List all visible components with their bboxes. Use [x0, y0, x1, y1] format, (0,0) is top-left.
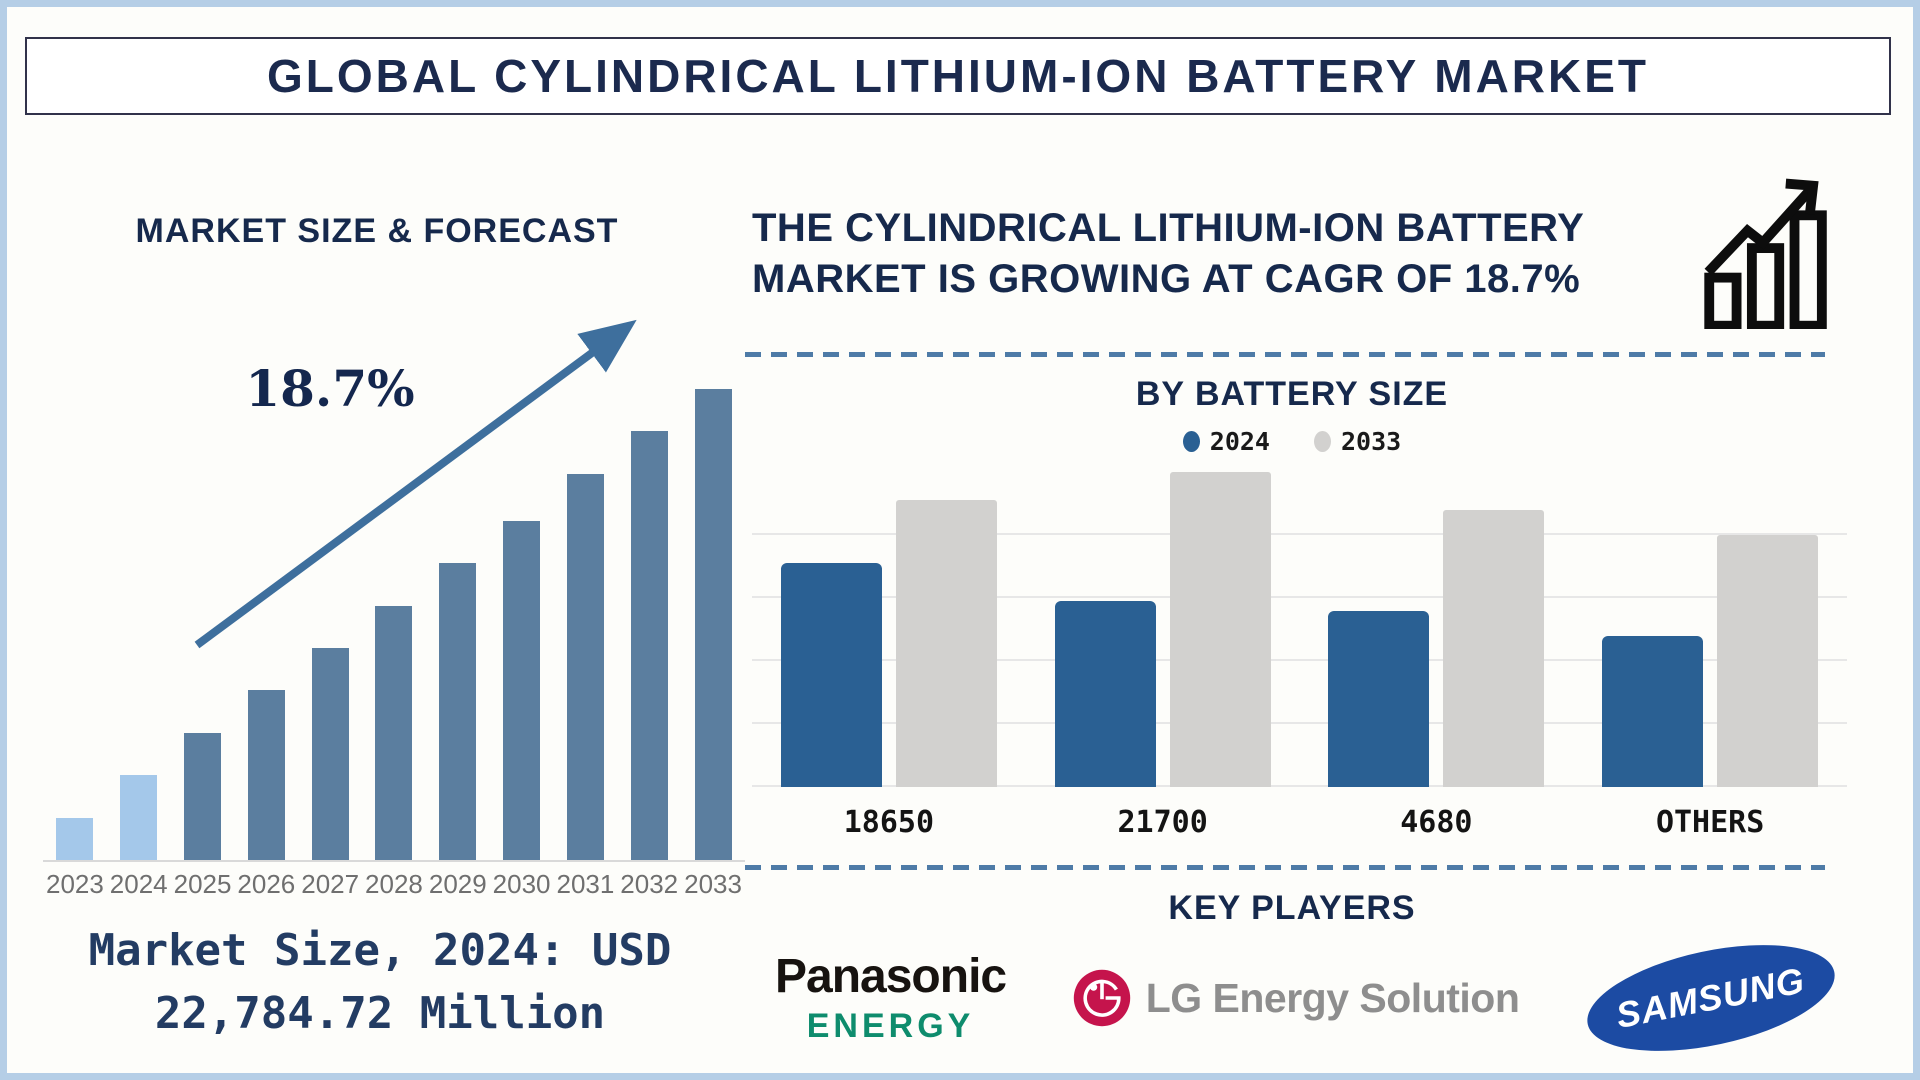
bar-column-2029	[426, 389, 490, 860]
year-label-2033: 2033	[684, 869, 742, 899]
cagr-headline-line2: MARKET IS GROWING AT CAGR OF 18.7%	[752, 257, 1581, 301]
page-title: GLOBAL CYLINDRICAL LITHIUM-ION BATTERY M…	[266, 50, 1650, 102]
samsung-wordmark: SAMSUNG	[1613, 959, 1809, 1036]
legend-label-2033: 2033	[1341, 427, 1402, 456]
bar-others-2024	[1602, 636, 1704, 787]
year-label-2028: 2028	[365, 869, 423, 899]
bar-2030	[503, 521, 541, 860]
bar-others-2033	[1717, 535, 1819, 787]
bar-18650-2033	[895, 500, 997, 787]
bar-2026	[247, 690, 285, 860]
year-label-2026: 2026	[237, 869, 296, 899]
lg-symbol-icon	[1073, 969, 1130, 1027]
year-label-2032: 2032	[620, 869, 679, 899]
bar-2023	[56, 818, 94, 860]
category-label-4680: 4680	[1400, 805, 1473, 840]
market-size-note-line2: 22,784.72 Million	[154, 988, 606, 1039]
market-size-bars	[43, 389, 745, 860]
bar-column-2030	[490, 389, 554, 860]
panasonic-energy-wordmark: ENERGY	[806, 1007, 975, 1045]
category-label-18650: 18650	[843, 805, 935, 840]
cagr-value-label: 18.7%	[245, 359, 415, 418]
market-size-note-line1: Market Size, 2024: USD	[88, 925, 672, 976]
panasonic-energy-logo: Panasonic ENERGY	[775, 950, 1007, 1045]
year-axis-labels: 2023 2024 2025 2026 2027 2028 2029 2030 2031 2032…	[43, 869, 745, 900]
battery-size-bar-chart	[752, 472, 1847, 787]
bar-chart-growth-icon	[1704, 178, 1827, 329]
market-size-note: Market Size, 2024: USD 22,784.72 Million	[23, 919, 737, 1045]
bar-column-2027	[298, 389, 362, 860]
battery-size-bar-groups	[752, 472, 1847, 787]
bar-group-others	[1602, 472, 1819, 787]
bar-group-18650	[780, 472, 997, 787]
bar-2027	[311, 648, 349, 860]
cagr-headline: THE CYLINDRICAL LITHIUM-ION BATTERY MARK…	[752, 203, 1702, 305]
bar-column-2033	[681, 389, 745, 860]
battery-size-category-labels: 18650 21700 4680 OTHERS	[752, 805, 1847, 840]
key-players-logos: Panasonic ENERGY LG Energy Solution SAMS…	[775, 925, 1845, 1071]
lg-wordmark: LG Energy Solution	[1145, 974, 1520, 1021]
legend-item-2024: 2024	[1182, 427, 1270, 456]
bar-2033	[694, 389, 732, 860]
category-label-21700: 21700	[1117, 805, 1208, 840]
bar-2029	[439, 563, 477, 860]
battery-chart-legend: 2024 2033	[747, 427, 1837, 456]
year-label-2025: 2025	[173, 869, 232, 899]
market-size-bar-chart	[43, 389, 745, 862]
samsung-logo: SAMSUNG	[1577, 925, 1845, 1071]
bar-column-2031	[554, 389, 618, 860]
category-label-others: OTHERS	[1655, 805, 1765, 840]
panasonic-wordmark: Panasonic	[775, 950, 1007, 1003]
growth-trend-arrow-icon	[194, 319, 637, 649]
year-label-2031: 2031	[556, 869, 615, 899]
bar-column-2028	[362, 389, 426, 860]
bar-group-21700	[1054, 472, 1271, 787]
bar-2031	[566, 474, 604, 860]
bar-2024	[120, 775, 158, 860]
key-players-section-title: KEY PLAYERS	[1168, 889, 1416, 927]
bar-column-2025	[171, 389, 235, 860]
bar-2028	[375, 606, 413, 860]
bar-column-2023	[43, 389, 107, 860]
bar-4680-2033	[1443, 510, 1545, 787]
bar-2025	[184, 733, 222, 860]
dashed-separator-top	[745, 352, 1825, 357]
bar-4680-2024	[1328, 611, 1430, 787]
cagr-headline-line1: THE CYLINDRICAL LITHIUM-ION BATTERY	[752, 206, 1585, 250]
legend-item-2033: 2033	[1314, 427, 1401, 456]
legend-dot-2033	[1314, 431, 1331, 452]
dashed-separator-bottom	[745, 865, 1825, 870]
bar-2032	[630, 431, 668, 860]
year-label-2023: 2023	[45, 869, 104, 899]
year-label-2024: 2024	[109, 869, 168, 899]
title-banner: GLOBAL CYLINDRICAL LITHIUM-ION BATTERY M…	[25, 37, 1891, 115]
bar-21700-2024	[1054, 601, 1156, 787]
battery-size-section-title: BY BATTERY SIZE	[1135, 375, 1449, 413]
legend-dot-2024	[1182, 431, 1200, 452]
year-label-2030: 2030	[492, 869, 551, 899]
left-section-heading: MARKET SIZE & FORECAST	[135, 212, 619, 250]
bar-column-2026	[234, 389, 298, 860]
bar-group-4680	[1328, 472, 1545, 787]
bar-column-2024	[107, 389, 171, 860]
year-label-2029: 2029	[428, 869, 487, 899]
year-label-2027: 2027	[301, 869, 360, 899]
legend-label-2024: 2024	[1209, 427, 1270, 456]
bar-column-2032	[617, 389, 681, 860]
bar-18650-2024	[780, 563, 882, 787]
lg-energy-solution-logo: LG Energy Solution	[1072, 968, 1520, 1028]
bar-21700-2033	[1169, 472, 1271, 787]
